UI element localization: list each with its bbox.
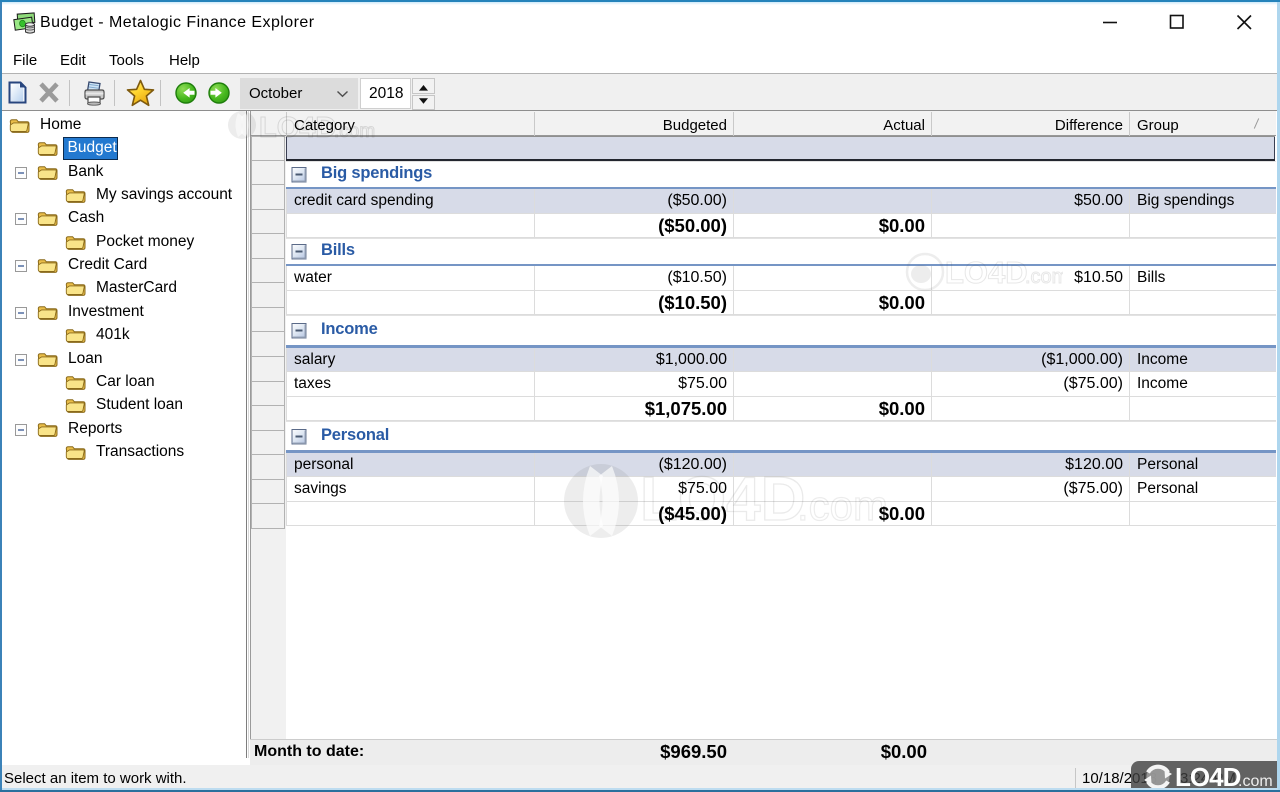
svg-text:.com: .com (1238, 773, 1273, 790)
svg-text:.com: .com (1025, 266, 1063, 288)
svg-text:LO4D: LO4D (945, 255, 1028, 290)
svg-text:LO4D: LO4D (640, 465, 805, 534)
svg-text:LO4D: LO4D (1175, 763, 1241, 791)
svg-text:.com: .com (797, 482, 888, 529)
svg-text:LO4D: LO4D (259, 112, 336, 144)
svg-text:.com: .com (334, 121, 375, 142)
